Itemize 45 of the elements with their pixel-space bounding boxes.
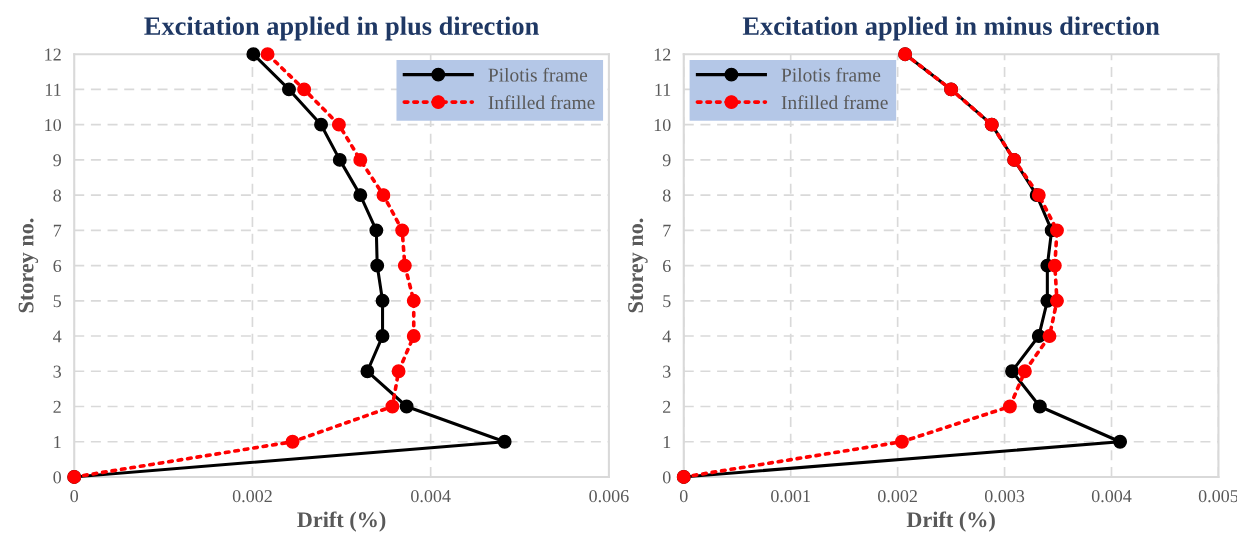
y-tick-label: 5 [663,295,671,308]
y-tick-label: 12 [654,48,671,61]
x-tick-label: 0.006 [589,489,629,503]
y-tick-label: 11 [655,83,671,96]
x-tick-label: 0 [70,489,79,503]
y-tick-label: 3 [663,365,671,378]
y-tick-label: 9 [662,154,671,167]
x-axis-title: Drift (%) [297,511,386,532]
x-tick-label: 0.001 [771,489,810,503]
y-tick-label: 2 [53,400,61,413]
y-tick-label: 3 [53,365,62,378]
y-tick-label: 10 [45,118,62,132]
y-axis-title: Storey no. [18,218,39,313]
y-tick-label: 10 [654,118,671,132]
y-tick-label: 9 [53,154,61,167]
x-tick-label: 0.002 [232,489,272,503]
x-tick-label: 0.003 [984,489,1025,503]
x-tick-label: 0.004 [1091,489,1132,503]
y-tick-label: 8 [53,189,62,202]
y-tick-label: 4 [53,330,62,343]
x-tick-label: 0 [679,489,688,503]
legend-label: Infilled frame [488,95,595,110]
x-axis-title: Drift (%) [906,511,995,532]
y-tick-label: 6 [53,259,62,273]
x-tick-label: 0.002 [878,489,917,503]
x-tick-label: 0.004 [411,489,451,503]
y-tick-label: 7 [53,224,62,237]
legend-label: Pilotis frame [781,67,881,82]
legend-label: Infilled frame [781,95,888,110]
y-tick-label: 11 [45,83,61,96]
y-tick-label: 7 [663,224,671,237]
y-tick-label: 4 [662,330,671,343]
y-tick-label: 0 [662,471,671,484]
chart-title: Excitation applied in minus direction [742,16,1160,41]
chart-title: Excitation applied in plus direction [144,16,539,41]
y-tick-label: 1 [54,436,61,448]
y-tick-label: 6 [663,259,671,273]
y-tick-label: 1 [663,436,671,448]
y-tick-label: 12 [45,48,61,61]
y-tick-label: 0 [53,471,62,484]
y-axis-title: Storey no. [628,218,648,313]
legend-label: Pilotis frame [488,67,588,82]
y-tick-label: 2 [663,400,671,413]
y-tick-label: 8 [662,189,671,202]
y-tick-label: 5 [53,295,62,308]
